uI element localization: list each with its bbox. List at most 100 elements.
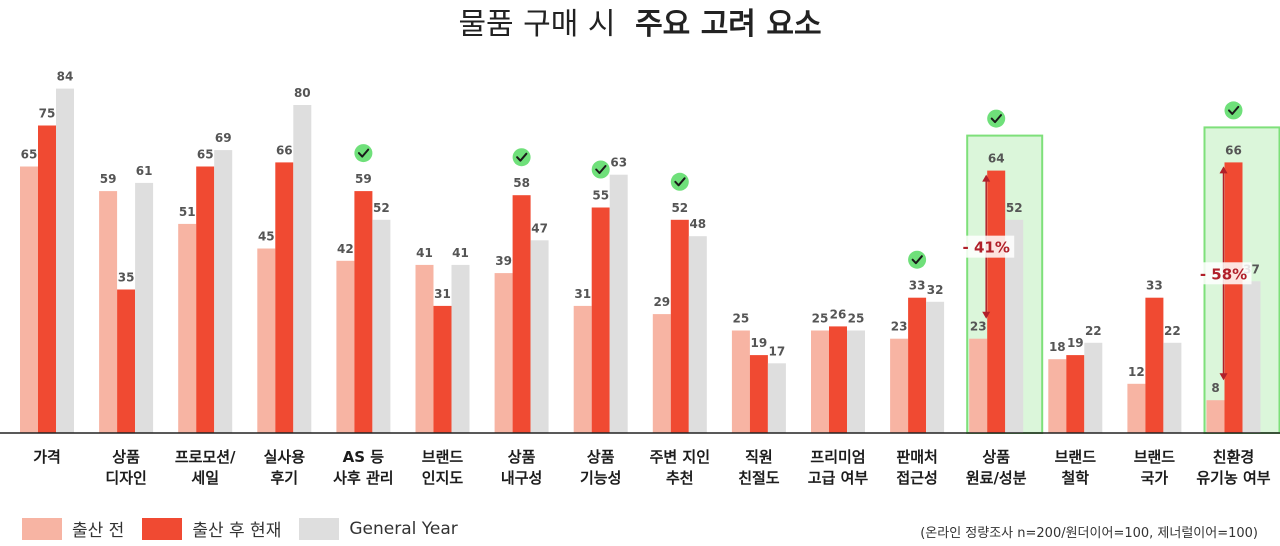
category-label: 주변 지인	[650, 448, 710, 466]
value-label-general: 63	[610, 156, 627, 170]
value-label-before: 29	[653, 295, 670, 309]
bar-general	[847, 330, 865, 433]
category-label: 국가	[1141, 469, 1169, 487]
bar-general	[1005, 219, 1024, 433]
bar-before	[415, 264, 434, 433]
category-label: 실사용	[264, 448, 306, 466]
bar-general	[688, 236, 707, 433]
value-label-after: 19	[1067, 336, 1084, 350]
bar-before	[20, 166, 38, 433]
legend-swatch-after	[142, 517, 183, 540]
category-label: 친절도	[738, 469, 780, 487]
value-label-after: 52	[671, 201, 688, 215]
category-label: 브랜드	[1055, 448, 1097, 466]
value-label-before: 8	[1211, 381, 1219, 395]
bar-before	[969, 338, 988, 433]
category-label: 브랜드	[1134, 448, 1176, 466]
value-label-after: 31	[434, 287, 451, 301]
category-label: 후기	[270, 469, 298, 487]
check-icon	[354, 144, 373, 163]
value-label-after: 64	[988, 152, 1005, 166]
bar-after	[117, 289, 136, 433]
check-icon-mark	[911, 255, 923, 265]
category-label: 프로모션/	[175, 448, 236, 466]
bar-general	[135, 182, 154, 433]
value-label-after: 65	[197, 148, 214, 162]
check-icon-circle	[591, 160, 610, 179]
bars-layer: 657584가격593561상품디자인516569프로모션/세일456680실사…	[20, 70, 1280, 487]
value-label-after: 26	[830, 307, 847, 321]
value-label-after: 33	[909, 279, 926, 293]
bar-before	[257, 248, 276, 433]
value-label-general: 17	[769, 344, 786, 358]
value-label-before: 51	[179, 205, 196, 219]
bar-after	[433, 305, 452, 433]
bar-after	[749, 355, 768, 433]
value-label-after: 33	[1146, 279, 1163, 293]
check-icon	[512, 148, 531, 167]
value-label-after: 58	[513, 176, 530, 190]
value-label-general: 22	[1164, 324, 1181, 338]
bar-after	[1224, 162, 1243, 433]
check-icon	[1224, 101, 1243, 120]
bar-before	[178, 223, 197, 433]
check-icon-mark	[357, 148, 370, 158]
value-label-general: 61	[136, 164, 153, 178]
value-label-before: 45	[258, 230, 275, 244]
bar-before	[652, 314, 671, 433]
value-label-before: 23	[970, 320, 987, 334]
category-label: 친환경	[1213, 448, 1254, 466]
value-label-general: 25	[848, 312, 865, 326]
bar-general	[451, 264, 470, 433]
difference-badge-text: - 58%	[1200, 265, 1247, 283]
bar-after	[275, 162, 294, 433]
check-icon-circle	[354, 144, 373, 163]
value-label-after: 19	[751, 336, 768, 350]
chart-title: 물품 구매 시 주요 고려 요소	[458, 7, 821, 42]
value-label-after: 35	[118, 271, 135, 285]
category-label: 철학	[1061, 469, 1089, 487]
bar-after	[908, 297, 927, 433]
check-icon-mark	[990, 114, 1002, 124]
difference-arrow-up	[1219, 166, 1228, 174]
value-label-before: 39	[495, 254, 512, 268]
bar-general	[372, 219, 391, 433]
value-label-general: 32	[927, 283, 944, 297]
value-label-before: 42	[337, 242, 354, 256]
check-icon-mark	[516, 152, 528, 162]
value-label-before: 12	[1128, 365, 1145, 379]
bar-general	[1163, 342, 1182, 433]
check-icon	[987, 109, 1006, 128]
bar-after	[670, 219, 689, 433]
value-label-general: 47	[531, 221, 548, 235]
value-label-general: 22	[1085, 324, 1102, 338]
category-label: 기능성	[580, 469, 621, 487]
bar-general	[293, 105, 312, 433]
legend-label-general: General Year	[349, 518, 458, 539]
legend-swatch-before	[22, 517, 62, 540]
category-label: 가격	[33, 448, 61, 466]
legend-item-general: General Year	[299, 517, 458, 540]
category-label: 고급 여부	[808, 469, 869, 487]
legend: 출산 전 출산 후 현재 General Year	[22, 516, 476, 541]
bar-general	[926, 301, 945, 433]
category-label: 직원	[745, 448, 773, 466]
bar-before	[1127, 383, 1146, 433]
bar-general	[1084, 342, 1103, 433]
check-icon-mark	[1228, 105, 1240, 115]
legend-label-before: 출산 전	[72, 521, 125, 541]
bar-before	[890, 338, 909, 433]
bar-before	[1048, 359, 1067, 433]
value-label-after: 55	[592, 189, 609, 203]
bar-after	[987, 170, 1006, 433]
difference-badge-text: - 41%	[963, 239, 1010, 257]
check-icon-circle	[987, 109, 1006, 128]
bar-general	[609, 174, 628, 433]
value-label-general: 84	[57, 70, 74, 84]
value-label-after: 66	[276, 143, 293, 157]
legend-item-after: 출산 후 현재	[142, 516, 281, 541]
check-icon	[908, 250, 927, 269]
bar-general	[1242, 281, 1261, 433]
value-label-before: 23	[891, 320, 908, 334]
category-label: 상품	[112, 448, 140, 466]
